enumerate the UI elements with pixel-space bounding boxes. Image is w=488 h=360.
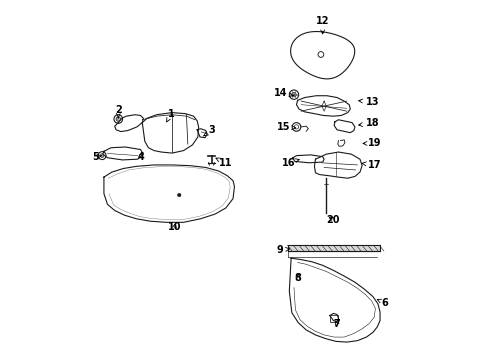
Text: 10: 10	[167, 222, 181, 232]
Text: 16: 16	[281, 158, 299, 168]
Text: 3: 3	[203, 125, 215, 136]
Text: 20: 20	[326, 215, 340, 225]
Text: 19: 19	[362, 139, 380, 148]
Circle shape	[177, 193, 181, 197]
Text: 7: 7	[333, 319, 340, 329]
Text: 1: 1	[166, 109, 174, 122]
Text: 12: 12	[315, 17, 329, 34]
Text: 9: 9	[276, 245, 289, 255]
Text: 4: 4	[137, 152, 143, 162]
Text: 6: 6	[377, 298, 387, 308]
Text: 14: 14	[274, 88, 293, 98]
Text: 8: 8	[294, 273, 301, 283]
Text: 2: 2	[115, 105, 122, 118]
Text: 15: 15	[276, 122, 295, 132]
Text: 11: 11	[215, 158, 232, 168]
Text: 17: 17	[361, 160, 380, 170]
Text: 13: 13	[358, 97, 379, 107]
Text: 5: 5	[92, 152, 102, 162]
Text: 18: 18	[358, 118, 379, 128]
